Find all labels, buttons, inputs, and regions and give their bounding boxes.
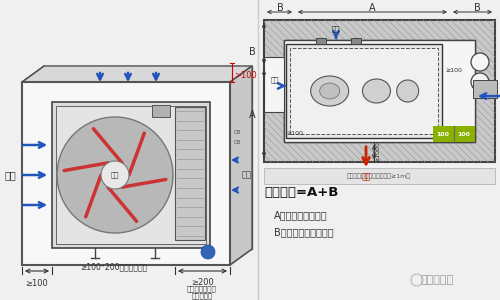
Text: 进风: 进风 <box>270 76 279 83</box>
Text: 出风: 出风 <box>111 172 120 178</box>
Text: 进风: 进风 <box>5 170 17 180</box>
Bar <box>264 20 495 162</box>
Polygon shape <box>22 66 252 82</box>
Bar <box>264 57 284 112</box>
Bar <box>433 126 475 142</box>
Text: 远洋设计汇: 远洋设计汇 <box>420 275 454 285</box>
Text: B：空调机位保温尺寸: B：空调机位保温尺寸 <box>274 227 334 237</box>
Bar <box>290 48 438 134</box>
Circle shape <box>101 161 129 189</box>
Text: 冷媒管安装空间: 冷媒管安装空间 <box>187 285 217 292</box>
Bar <box>284 40 475 142</box>
Text: 若对面有遮挡物，净空距离≥1m。: 若对面有遮挡物，净空距离≥1m。 <box>347 173 411 179</box>
Ellipse shape <box>396 80 418 102</box>
Text: B: B <box>276 3 283 13</box>
Circle shape <box>471 53 489 71</box>
Text: ≥1000: ≥1000 <box>376 142 380 162</box>
Text: 进风: 进风 <box>332 26 340 32</box>
Text: B: B <box>474 3 480 13</box>
Bar <box>175 107 205 240</box>
Bar <box>316 38 326 44</box>
Text: CB: CB <box>234 140 241 145</box>
Circle shape <box>201 245 215 259</box>
Bar <box>52 102 210 248</box>
Bar <box>473 80 497 98</box>
Bar <box>56 106 206 244</box>
Polygon shape <box>22 82 230 265</box>
Polygon shape <box>230 66 252 265</box>
Text: 排水管空间: 排水管空间 <box>192 292 212 298</box>
Text: 进风: 进风 <box>242 170 252 179</box>
Circle shape <box>471 73 489 91</box>
Text: ≥100: ≥100 <box>26 279 48 288</box>
Text: B: B <box>248 47 256 57</box>
Text: ≥100: ≥100 <box>286 131 303 136</box>
Text: ≥100: ≥100 <box>445 68 462 73</box>
Text: A: A <box>248 110 256 120</box>
Text: 100: 100 <box>436 131 450 136</box>
Polygon shape <box>44 66 252 249</box>
Bar <box>351 38 361 44</box>
Ellipse shape <box>320 83 340 99</box>
Bar <box>264 168 495 184</box>
Circle shape <box>57 117 173 233</box>
Text: CB: CB <box>234 130 241 134</box>
Bar <box>284 40 475 142</box>
Text: 100: 100 <box>458 131 470 136</box>
Text: A: A <box>368 3 376 13</box>
Text: ≥100⁺200支架安装空间: ≥100⁺200支架安装空间 <box>80 262 147 271</box>
Bar <box>286 44 442 138</box>
Text: >100: >100 <box>234 70 257 80</box>
Text: A：空调机位净尺寸: A：空调机位净尺寸 <box>274 210 328 220</box>
Bar <box>152 105 170 117</box>
Text: 出风: 出风 <box>362 172 370 181</box>
Ellipse shape <box>310 76 348 106</box>
Text: ≥200: ≥200 <box>190 278 214 287</box>
Text: 结构尺寸=A+B: 结构尺寸=A+B <box>264 185 338 199</box>
Ellipse shape <box>362 79 390 103</box>
